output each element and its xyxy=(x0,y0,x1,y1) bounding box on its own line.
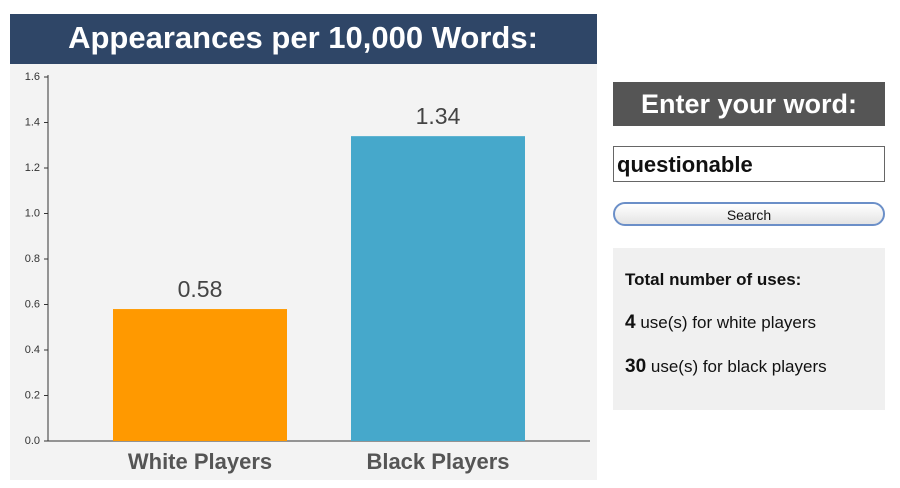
y-tick-label: 1.4 xyxy=(25,116,40,128)
y-tick-label: 1.2 xyxy=(25,162,40,174)
chart-title: Appearances per 10,000 Words: xyxy=(68,20,538,55)
x-tick-label: White Players xyxy=(128,449,272,474)
side-panel: Enter your word: questionable Search Tot… xyxy=(613,82,885,410)
bar xyxy=(113,309,287,441)
chart: Appearances per 10,000 Words: 0.0 0.2 0.4 0… xyxy=(10,14,597,480)
stats-row: 4 use(s) for white players xyxy=(625,312,873,334)
y-tick-label: 1.6 xyxy=(25,71,40,83)
y-tick-label: 0.4 xyxy=(25,344,40,356)
y-tick-label: 1.0 xyxy=(25,207,40,219)
count-text: use(s) for white players xyxy=(640,313,817,332)
word-input[interactable]: questionable xyxy=(613,146,885,182)
count: 30 xyxy=(625,356,647,377)
value-label: 1.34 xyxy=(416,103,461,129)
count-text: use(s) for black players xyxy=(650,357,827,376)
search-heading: Enter your word: xyxy=(613,82,885,126)
y-tick-label: 0.8 xyxy=(25,253,40,265)
bar xyxy=(351,136,525,441)
y-tick-label: 0.2 xyxy=(25,389,40,401)
stats-heading: Total number of uses: xyxy=(625,270,802,289)
search-button[interactable]: Search xyxy=(613,202,885,226)
x-tick-label: Black Players xyxy=(366,449,509,474)
count: 4 xyxy=(625,312,636,333)
y-tick-label: 0.6 xyxy=(25,298,40,310)
title-bar xyxy=(10,14,597,64)
stats-row: 30 use(s) for black players xyxy=(625,356,873,378)
y-tick-label: 0.0 xyxy=(25,435,40,447)
value-label: 0.58 xyxy=(178,276,223,302)
stats-box: Total number of uses: 4 use(s) for white… xyxy=(613,248,885,410)
